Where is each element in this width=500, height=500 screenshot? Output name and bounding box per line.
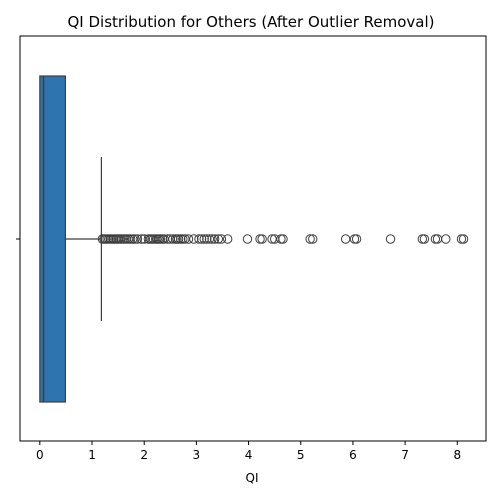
outlier-point bbox=[209, 234, 220, 244]
x-tick-label: 3 bbox=[193, 448, 201, 462]
x-tick-label: 1 bbox=[88, 448, 96, 462]
outlier-point bbox=[222, 234, 233, 244]
outlier-point bbox=[419, 234, 430, 244]
outlier-point bbox=[340, 234, 351, 244]
outlier-point bbox=[168, 234, 178, 244]
outlier-point bbox=[202, 234, 212, 244]
outlier-point bbox=[255, 234, 265, 244]
chart-title: QI Distribution for Others (After Outlie… bbox=[67, 13, 434, 31]
outlier-point bbox=[351, 234, 362, 244]
outlier-point bbox=[456, 234, 467, 244]
outlier-point bbox=[349, 234, 360, 244]
x-tick-label: 0 bbox=[36, 448, 44, 462]
outlier-point bbox=[257, 234, 267, 244]
outlier-point bbox=[417, 234, 428, 244]
outlier-point bbox=[183, 234, 194, 244]
x-axis-label: QI bbox=[246, 471, 259, 485]
x-tick-label: 8 bbox=[453, 448, 461, 462]
outlier-point bbox=[278, 234, 288, 244]
x-tick-label: 5 bbox=[297, 448, 305, 462]
outlier-point bbox=[139, 234, 149, 244]
outlier-point bbox=[432, 234, 443, 244]
outlier-point bbox=[216, 234, 227, 244]
outlier-point bbox=[213, 234, 223, 244]
outlier-point bbox=[458, 234, 469, 244]
outlier-point bbox=[189, 234, 199, 244]
x-tick-label: 2 bbox=[140, 448, 148, 462]
outlier-point bbox=[441, 234, 451, 244]
outlier-point bbox=[430, 234, 441, 244]
outlier-point bbox=[305, 234, 315, 244]
outlier-point bbox=[199, 234, 209, 244]
outlier-point bbox=[242, 234, 253, 244]
outlier-point bbox=[162, 234, 173, 244]
outlier-point bbox=[196, 234, 207, 244]
outlier-point bbox=[194, 234, 204, 244]
x-tick-label: 6 bbox=[349, 448, 357, 462]
outlier-point bbox=[276, 234, 286, 244]
outlier-point bbox=[308, 234, 318, 244]
outlier-point bbox=[132, 234, 143, 244]
plot-area: 0 1 2 3 4 5 6 7 8 bbox=[16, 35, 487, 462]
outlier-point bbox=[130, 234, 140, 244]
outlier-point bbox=[207, 234, 217, 244]
x-tick-label: 7 bbox=[401, 448, 409, 462]
outlier-point bbox=[385, 234, 396, 244]
x-tick-label: 4 bbox=[245, 448, 253, 462]
